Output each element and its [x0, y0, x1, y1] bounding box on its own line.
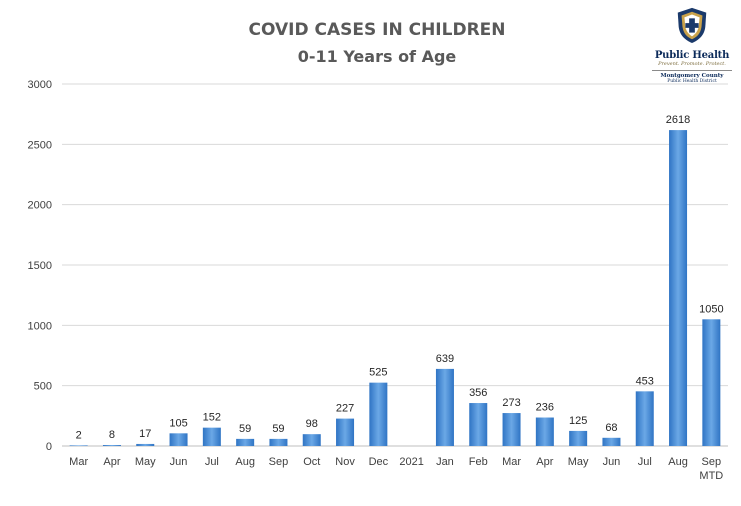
data-label: 59: [239, 423, 251, 435]
x-tick-label: 2021: [399, 456, 423, 468]
data-label: 453: [636, 375, 654, 387]
data-label: 98: [306, 418, 318, 430]
data-label: 68: [605, 422, 617, 434]
chart-subtitle: 0-11 Years of Age: [298, 47, 457, 66]
data-label: 639: [436, 353, 454, 365]
logo-tagline: Prevent. Promote. Protect.: [658, 61, 726, 67]
x-tick-label: Nov: [335, 456, 355, 468]
logo-district: Public Health District: [667, 79, 717, 84]
x-tick-label: Mar: [69, 456, 88, 468]
y-tick-label: 2500: [28, 139, 52, 151]
x-tick-label: Jan: [436, 456, 454, 468]
bar: [535, 417, 554, 446]
x-tick-label: Jun: [603, 456, 621, 468]
x-tick-label: Feb: [469, 456, 488, 468]
x-tick-label: Aug: [668, 456, 688, 468]
bar: [469, 403, 488, 446]
x-tick-label: Jul: [638, 456, 652, 468]
x-tick-label: Sep: [702, 456, 722, 468]
data-label: 227: [336, 403, 354, 415]
bar: [136, 443, 155, 446]
chart-title: COVID CASES IN CHILDREN: [248, 20, 505, 40]
logo-divider: [652, 70, 732, 71]
y-tick-label: 2000: [28, 200, 52, 212]
bar: [169, 433, 188, 446]
bar: [669, 130, 688, 446]
bar: [269, 438, 288, 446]
bar: [369, 382, 388, 446]
bar: [602, 437, 621, 446]
bars: [69, 130, 721, 446]
bar: [202, 427, 221, 446]
data-label: 273: [502, 397, 520, 409]
bar: [302, 434, 321, 446]
x-tick-label: May: [568, 456, 589, 468]
data-label: 356: [469, 387, 487, 399]
logo-name: Public Health: [654, 50, 730, 61]
bar: [102, 445, 121, 446]
bar: [236, 438, 255, 446]
x-tick-label: Dec: [369, 456, 389, 468]
x-tick-label: Jun: [170, 456, 188, 468]
x-tick-label: Mar: [502, 456, 521, 468]
data-labels: 2 8 17 105 152 59 59 98 227 525 639 356 273 236 125 68 4…: [76, 114, 724, 441]
y-tick-label: 1000: [28, 320, 52, 332]
logo-county: Montgomery County: [660, 73, 724, 79]
data-label: 2: [76, 429, 82, 441]
bar: [569, 430, 588, 446]
x-axis: Mar Apr May Jun Jul Aug Sep Oct Nov Dec 2021 Jan Feb…: [69, 456, 723, 482]
x-tick-label: Oct: [303, 456, 320, 468]
shield-icon: [677, 7, 707, 44]
y-tick-label: 500: [34, 381, 52, 393]
data-label: 8: [109, 429, 115, 441]
x-tick-label: Sep: [269, 456, 289, 468]
bar: [69, 445, 88, 446]
data-label: 236: [536, 402, 554, 414]
gridlines: [62, 83, 728, 447]
x-tick-label: May: [135, 456, 156, 468]
data-label: 59: [272, 423, 284, 435]
data-label: 525: [369, 367, 387, 379]
public-health-logo: Public Health Prevent. Promote. Protect.…: [650, 6, 734, 84]
data-label: 152: [203, 412, 221, 424]
x-tick-label: Apr: [103, 456, 120, 468]
data-label: 2618: [666, 114, 690, 126]
x-tick-label: Aug: [235, 456, 255, 468]
bar: [336, 418, 355, 446]
bar: [502, 413, 521, 446]
y-tick-label: 1500: [28, 260, 52, 272]
data-label: 105: [169, 417, 187, 429]
x-tick-label: Jul: [205, 456, 219, 468]
y-tick-label: 3000: [28, 79, 52, 91]
bar: [435, 368, 454, 446]
y-tick-label: 0: [46, 441, 52, 453]
bar: [635, 391, 654, 446]
data-label: 125: [569, 415, 587, 427]
y-axis: 0 500 1000 1500 2000 2500 3000: [28, 79, 52, 453]
x-tick-label: Apr: [536, 456, 553, 468]
data-label: 1050: [699, 303, 723, 315]
x-tick-label: MTD: [699, 470, 723, 482]
bar: [702, 319, 721, 446]
data-label: 17: [139, 428, 151, 440]
